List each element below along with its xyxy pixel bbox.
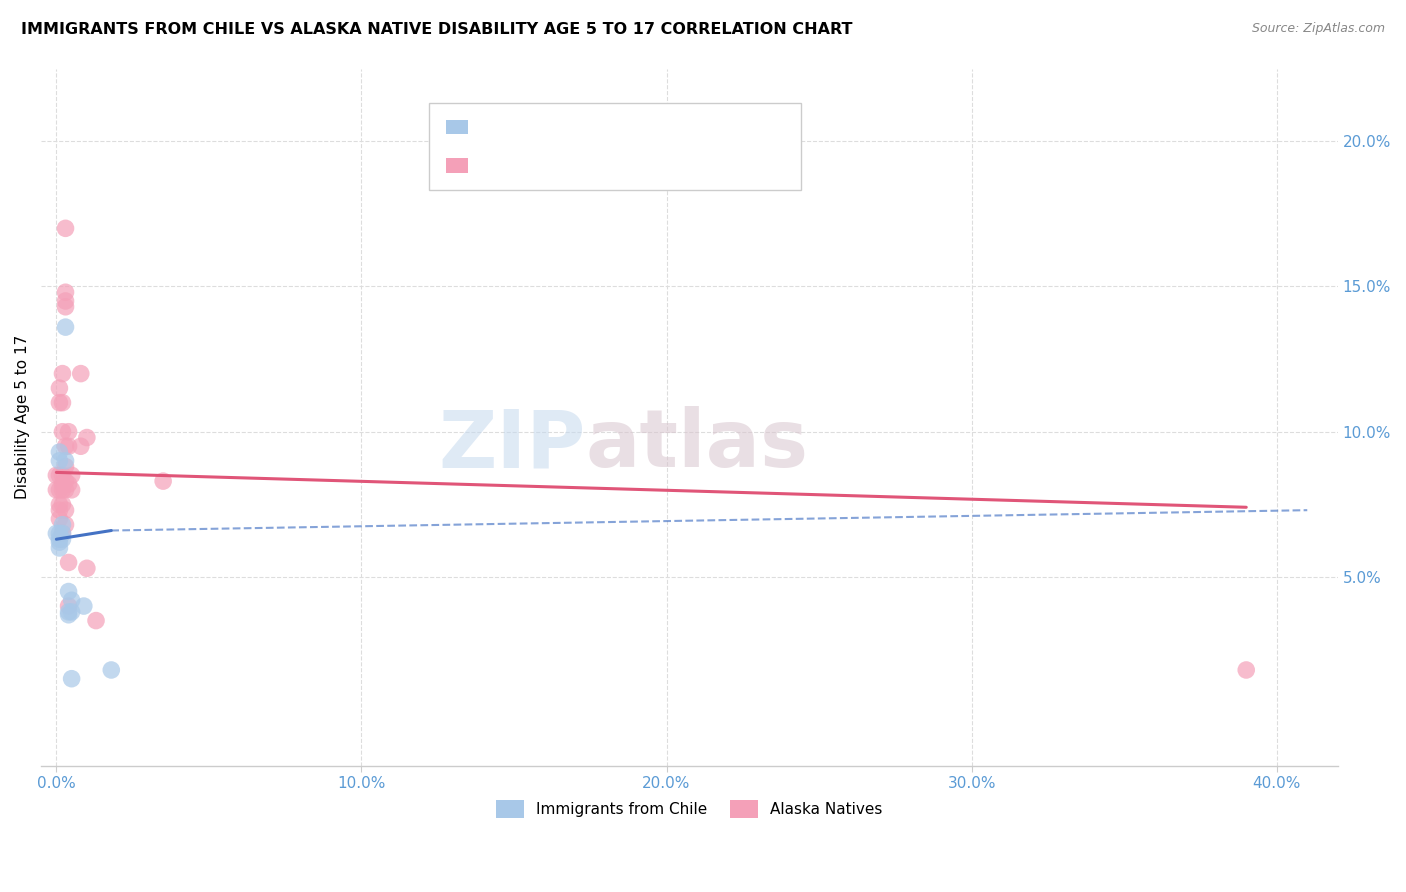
Point	[58, 477, 80, 491]
Point	[55, 285, 77, 300]
Point	[48, 535, 70, 549]
Point	[60, 672, 83, 686]
Point	[84, 614, 107, 628]
Point	[58, 439, 80, 453]
Text: R =: R =	[475, 156, 512, 175]
Point	[69, 367, 91, 381]
Text: ZIP: ZIP	[439, 406, 586, 484]
Point	[51, 497, 73, 511]
Point	[51, 526, 73, 541]
Point	[60, 468, 83, 483]
Point	[55, 483, 77, 497]
Point	[55, 517, 77, 532]
Point	[55, 439, 77, 453]
Point	[48, 454, 70, 468]
Point	[58, 605, 80, 619]
Point	[152, 474, 174, 488]
Text: 20: 20	[644, 118, 666, 136]
Point	[45, 468, 67, 483]
Point	[48, 541, 70, 555]
Legend: Immigrants from Chile, Alaska Natives: Immigrants from Chile, Alaska Natives	[491, 794, 889, 824]
Point	[60, 483, 83, 497]
Point	[58, 425, 80, 439]
Text: 41: 41	[644, 156, 666, 175]
Point	[48, 533, 70, 547]
Text: N =: N =	[592, 118, 640, 136]
Point	[55, 503, 77, 517]
Point	[55, 454, 77, 468]
Text: N =: N =	[592, 156, 640, 175]
Point	[76, 431, 98, 445]
Point	[48, 503, 70, 517]
Point	[48, 395, 70, 409]
Point	[58, 556, 80, 570]
Point	[100, 663, 122, 677]
Point	[48, 468, 70, 483]
Point	[60, 593, 83, 607]
Point	[51, 483, 73, 497]
Y-axis label: Disability Age 5 to 17: Disability Age 5 to 17	[15, 335, 30, 500]
Point	[48, 445, 70, 459]
Point	[51, 517, 73, 532]
Point	[55, 459, 77, 474]
Point	[48, 512, 70, 526]
Point	[48, 381, 70, 395]
Point	[55, 300, 77, 314]
Text: R =: R =	[475, 118, 512, 136]
Text: Source: ZipAtlas.com: Source: ZipAtlas.com	[1251, 22, 1385, 36]
Point	[58, 599, 80, 613]
Point	[55, 320, 77, 334]
Point	[58, 607, 80, 622]
Point	[45, 526, 67, 541]
Point	[51, 477, 73, 491]
Point	[51, 367, 73, 381]
Point	[73, 599, 96, 613]
Text: 0.027: 0.027	[517, 118, 576, 136]
Point	[55, 474, 77, 488]
Point	[76, 561, 98, 575]
Point	[51, 395, 73, 409]
Point	[69, 439, 91, 453]
Point	[60, 605, 83, 619]
Point	[51, 468, 73, 483]
Point	[51, 533, 73, 547]
Point	[58, 584, 80, 599]
Point	[1234, 663, 1257, 677]
Point	[51, 526, 73, 541]
Point	[55, 221, 77, 235]
Point	[48, 497, 70, 511]
Point	[48, 526, 70, 541]
Point	[45, 483, 67, 497]
Text: atlas: atlas	[586, 406, 808, 484]
Point	[51, 425, 73, 439]
Text: -0.064: -0.064	[517, 156, 576, 175]
Point	[55, 293, 77, 308]
Text: IMMIGRANTS FROM CHILE VS ALASKA NATIVE DISABILITY AGE 5 TO 17 CORRELATION CHART: IMMIGRANTS FROM CHILE VS ALASKA NATIVE D…	[21, 22, 852, 37]
Point	[48, 483, 70, 497]
